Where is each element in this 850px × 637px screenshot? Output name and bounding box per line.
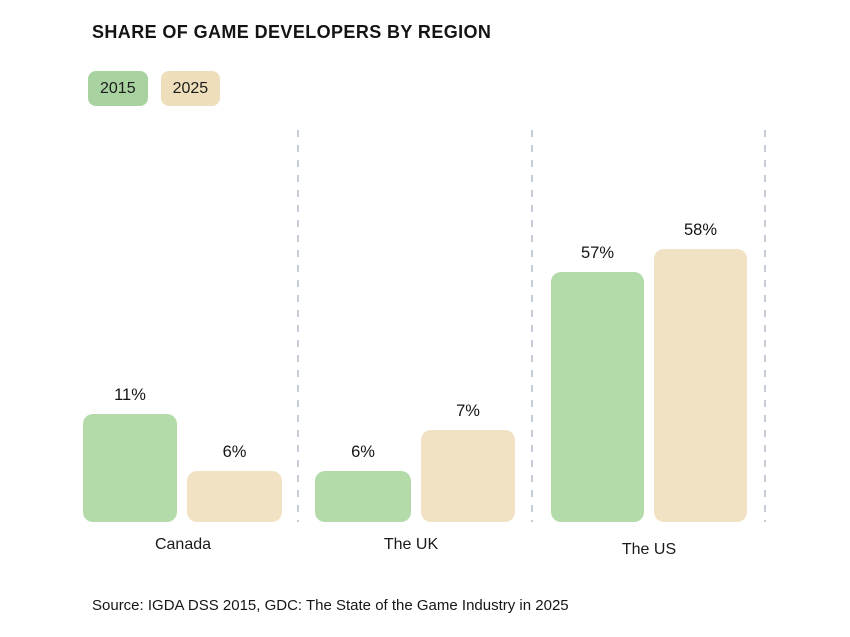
group-divider-dashed-line [297, 130, 299, 522]
group-divider-dashed-line [531, 130, 533, 522]
bar-2025-the-uk [421, 430, 515, 522]
bar-2015-the-uk [315, 471, 411, 522]
legend-item-2025: 2025 [160, 71, 221, 106]
source-note: Source: IGDA DSS 2015, GDC: The State of… [92, 597, 569, 614]
bar-2025-canada [187, 471, 282, 522]
legend: 2015 2025 [88, 71, 221, 106]
value-label-2015-the-uk: 6% [351, 443, 375, 461]
category-label-the-us: The US [621, 541, 677, 558]
legend-item-2015: 2015 [88, 71, 148, 106]
category-label-canada: Canada [154, 536, 212, 553]
bar-2015-canada [83, 414, 177, 522]
value-label-2015-canada: 11% [114, 386, 146, 404]
bar-2025-the-us [654, 249, 747, 522]
value-label-2015-the-us: 57% [580, 244, 615, 262]
value-label-2025-the-uk: 7% [456, 402, 480, 420]
group-divider-dashed-line [764, 130, 766, 522]
bar-2015-the-us [551, 272, 644, 522]
value-label-2025-canada: 6% [222, 443, 247, 461]
chart-title: SHARE OF GAME DEVELOPERS BY REGION [92, 22, 492, 42]
value-label-2025-the-us: 58% [683, 221, 718, 239]
category-label-the-uk: The UK [383, 536, 439, 553]
